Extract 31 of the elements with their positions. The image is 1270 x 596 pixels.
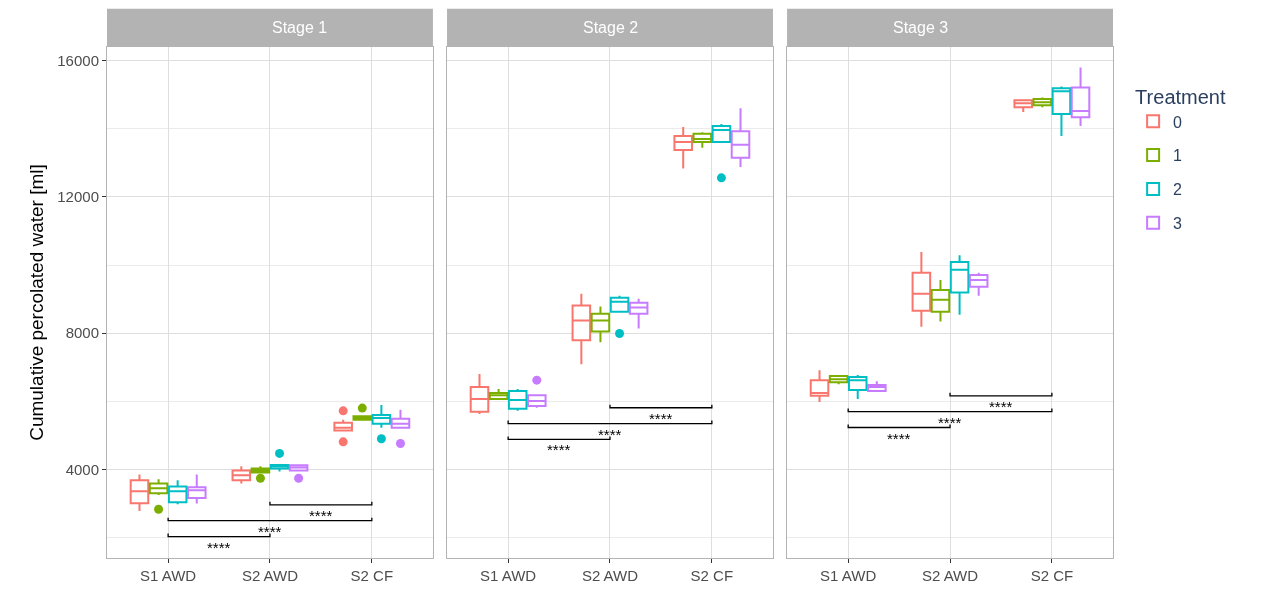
y-tick-label: 4000 — [65, 460, 99, 478]
annotation: **** — [547, 441, 571, 458]
annotation: **** — [207, 539, 231, 556]
legend-label: 1 — [1173, 147, 1183, 165]
legend-label: 3 — [1173, 214, 1183, 232]
annotation: **** — [309, 507, 333, 524]
annotation: **** — [598, 426, 622, 443]
x-tick-label: S2 AWD — [921, 567, 979, 584]
chart-title: Stage 3 — [893, 19, 949, 36]
chart-title: Stage 1 — [272, 19, 328, 36]
legend-label: 2 — [1173, 181, 1183, 199]
x-tick-label: S2 CF — [350, 567, 394, 584]
x-tick-label: S1 AWD — [140, 567, 197, 584]
x-tick-label: S2 CF — [690, 567, 734, 584]
annotation: **** — [989, 398, 1013, 415]
annotation: **** — [649, 410, 673, 427]
x-tick-label: S2 AWD — [581, 567, 639, 584]
y-tick-label: 8000 — [65, 324, 99, 342]
x-tick-label: S1 AWD — [480, 567, 537, 584]
y-tick-label: 16000 — [57, 51, 99, 69]
y-axis-title: Cumulative percolated water [ml] — [26, 164, 48, 441]
annotation: **** — [887, 430, 911, 447]
chart-title: Stage 2 — [583, 19, 639, 36]
x-tick-label: S2 AWD — [241, 567, 299, 584]
x-tick-label: S2 CF — [1030, 567, 1074, 584]
annotation: **** — [938, 414, 962, 431]
x-tick-label: S1 AWD — [820, 567, 877, 584]
legend-label: 0 — [1173, 113, 1183, 131]
y-tick-label: 12000 — [57, 188, 99, 206]
legend-title: Treatment — [1135, 86, 1226, 109]
annotation: **** — [258, 523, 282, 540]
